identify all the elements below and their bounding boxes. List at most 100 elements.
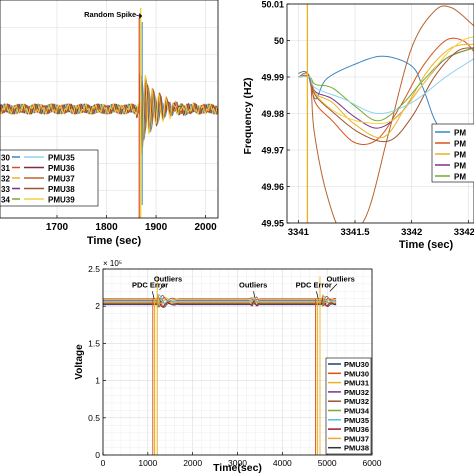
- panel-b-legend-label-1: PM: [454, 140, 466, 149]
- panel-b-ytick-label-1: 49.96: [261, 182, 284, 192]
- panel-c-ytick-label-5: 2.5: [88, 264, 100, 274]
- panel-a-xtick-label-2: 1900: [145, 222, 168, 233]
- panel-c-legend-label-8: PMU37: [344, 434, 369, 443]
- panel-a-xtick-label-0: 1700: [46, 222, 69, 233]
- panel-a-legend-label-5: PMU37: [48, 175, 75, 184]
- panel-c-xtick-label-4: 4000: [273, 458, 292, 468]
- panel-c-xtick-label-5: 5000: [318, 458, 337, 468]
- panel-b-ytick-label-2: 49.97: [261, 146, 284, 156]
- panel-c-ticks: 0 1000 2000 3000 4000 5000 6000 0 0.5 1 1.5 2 2.5: [88, 264, 382, 468]
- panel-c-annotation-1: Outliers: [154, 275, 182, 284]
- panel-c-legend-label-0: PMU30: [344, 360, 369, 369]
- panel-c-series-line-5: [103, 297, 337, 308]
- panel-c-annotation-arrow-3: [316, 291, 319, 299]
- panel-b-ytick-label-0: 49.95: [261, 219, 284, 229]
- panel-b-legend-label-3: PM: [454, 162, 466, 171]
- panel-b-ytick-label-4: 49.99: [261, 73, 284, 83]
- panel-c-xtick-label-0: 0: [101, 458, 106, 468]
- panel-a-legend-label-9: PMU39: [48, 196, 75, 205]
- panel-c-legend-label-7: PMU36: [344, 425, 369, 434]
- panel-a-series-line-7: [0, 79, 218, 144]
- panel-a-legend-label-0: 30: [1, 154, 10, 163]
- panel-a-legend-label-2: 31: [1, 164, 10, 173]
- panel-c-series-line-2: [103, 296, 337, 307]
- panel-c-legend-label-5: PMU34: [344, 407, 370, 416]
- panel-c-annotation-4: Outliers: [326, 275, 354, 284]
- panel-b-xtick-label-1: 3341.5: [340, 227, 370, 238]
- panel-c-legend-label-9: PMU38: [344, 444, 369, 453]
- panel-c-ytick-label-1: 0.5: [88, 413, 100, 423]
- panel-c-xtick-label-2: 2000: [183, 458, 202, 468]
- panel-c-annotation-arrow-1: [159, 283, 166, 291]
- panel-c-ylabel: Voltage: [74, 344, 85, 380]
- panel-b-legend-label-4: PM: [454, 173, 466, 182]
- panel-b-legend-label-0: PM: [454, 129, 466, 138]
- panel-b-xlabel: Time (sec): [399, 239, 454, 251]
- panel-c-annotation-3: PDC Error: [296, 281, 332, 290]
- panel-a-legend-label-3: PMU36: [48, 164, 75, 173]
- panel-a-annotation-random-spike: Random Spike: [84, 10, 136, 19]
- panel-a-legend-label-6: 33: [1, 185, 10, 194]
- panel-c-series-line-1: [103, 294, 337, 308]
- panel-a: 1700 1800 1900 2000 Random Spike 30 PMU35 31 P…: [0, 0, 219, 247]
- panel-c-exponent: × 10⁵: [103, 259, 122, 268]
- panel-a-legend-label-8: 34: [1, 196, 10, 205]
- panel-a-annotation-arrow: [136, 14, 140, 17]
- panel-b-legend-label-2: PM: [454, 151, 466, 160]
- panel-c-xtick-label-1: 1000: [138, 458, 157, 468]
- panel-a-legend-label-1: PMU35: [48, 154, 75, 163]
- panel-a-legend-label-4: 32: [1, 175, 10, 184]
- panel-b: 3341 3341.5 3342 3342.5 49.95 49.96 49.97 49.98…: [242, 0, 474, 251]
- panel-c-legend-label-3: PMU32: [344, 388, 369, 397]
- panel-c-series-line-3: [103, 297, 337, 308]
- panel-a-xtick-label-1: 1800: [95, 222, 118, 233]
- panel-c-series-line-7: [103, 294, 337, 308]
- panel-b-ytick-label-3: 49.98: [261, 109, 284, 119]
- panel-b-xtick-label-3: 3342.5: [454, 227, 474, 238]
- panel-a-legend-label-7: PMU38: [48, 185, 75, 194]
- panel-a-xtick-label-3: 2000: [194, 222, 217, 233]
- panel-a-xlabel: Time (sec): [87, 235, 142, 247]
- panel-a-legend: 30 PMU35 31 PMU36 32 PMU37 33 PMU38 34 PMU39: [0, 149, 99, 207]
- panel-c-series-line-0: [103, 297, 337, 308]
- panel-b-ytick-label-6: 50.01: [261, 0, 284, 10]
- panel-c-annotation-2: Outliers: [239, 281, 267, 290]
- panel-a-annotation-arrowhead: [139, 13, 143, 19]
- panel-b-ticks: 3341 3341.5 3342 3342.5 49.95 49.96 49.97 49.98…: [261, 0, 474, 238]
- panel-b-ytick-label-5: 50: [274, 36, 284, 46]
- panel-c-series-line-4: [103, 294, 337, 308]
- panel-c-xlabel: Time(sec): [213, 462, 262, 474]
- panel-b-xtick-label-0: 3341: [288, 227, 310, 238]
- panel-a-annotations: Random Spike: [84, 10, 143, 19]
- panel-c-annotation-arrow-0: [151, 291, 155, 299]
- panel-c-ytick-label-3: 1.5: [88, 338, 100, 348]
- panel-b-series-line-8: [298, 58, 474, 115]
- panel-c-annotation-arrow-4: [329, 283, 338, 292]
- panel-c-annotation-0: PDC Error: [132, 281, 168, 290]
- panel-c-legend-label-4: PMU32: [344, 397, 369, 406]
- panel-c-ytick-label-4: 2: [95, 301, 100, 311]
- panel-a-series-line-6: [0, 72, 219, 143]
- panel-c-series-line-8: [103, 293, 337, 305]
- panel-c-annotation-arrow-2: [253, 291, 255, 298]
- panel-c: 0 1000 2000 3000 4000 5000 6000 0 0.5 1 1.5 2 2.5 PD…: [74, 259, 382, 474]
- panel-c-xtick-label-3: 3000: [228, 458, 247, 468]
- panel-c-ytick-label-0: 0: [95, 450, 100, 460]
- panel-b-series-line-5: [298, 47, 474, 122]
- panel-b-ylabel: Frequency (HZ): [242, 77, 254, 154]
- panel-c-legend-label-1: PMU30: [344, 369, 369, 378]
- panel-c-legend-label-2: PMU31: [344, 379, 369, 388]
- panel-a-ticks: 1700 1800 1900 2000: [46, 215, 217, 233]
- panel-b-legend-box: [431, 123, 474, 183]
- panel-b-legend: PM PM PM PM PM: [431, 123, 474, 183]
- panel-b-xtick-label-2: 3342: [401, 227, 422, 238]
- panel-b-series: [298, 4, 474, 223]
- panel-c-legend-label-6: PMU35: [344, 416, 369, 425]
- panel-b-series-line-2: [298, 37, 474, 145]
- panel-b-series-line-1: [298, 5, 474, 223]
- panel-a-series: [0, 8, 219, 218]
- panel-a-series-line-1: [0, 75, 219, 133]
- panel-c-xtick-label-6: 6000: [363, 458, 382, 468]
